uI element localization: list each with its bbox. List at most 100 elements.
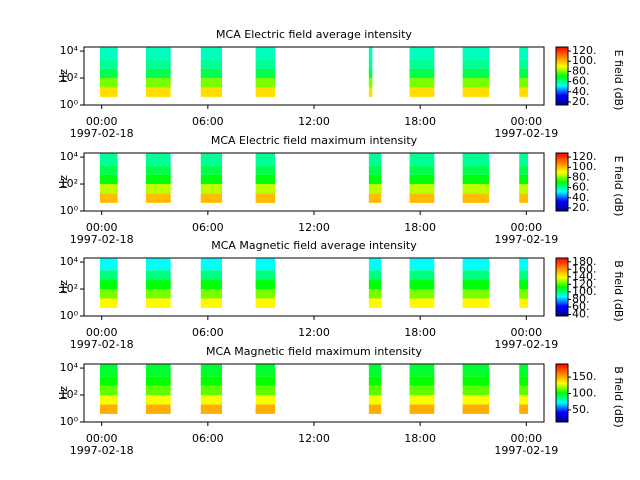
spectrogram-cell <box>99 68 118 79</box>
colorbar-tick-label: 40. <box>572 307 590 320</box>
x-tick-label: 12:00 <box>298 326 330 339</box>
spectrogram-cell <box>462 59 490 69</box>
spectrogram-cell <box>99 193 118 203</box>
spectrogram-cell <box>200 385 222 396</box>
spectrogram-cell <box>409 165 435 175</box>
spectrogram-cell <box>99 270 118 280</box>
spectrogram-cell <box>255 385 276 396</box>
spectrogram-cell <box>255 376 276 386</box>
spectrogram-cell <box>519 184 529 194</box>
spectrogram-cell <box>409 404 435 414</box>
colorbar-tick-label: 120. <box>572 44 597 57</box>
spectrogram-cell <box>462 68 490 79</box>
spectrogram-cell <box>200 59 222 69</box>
panel-title: MCA Magnetic field average intensity <box>211 239 417 252</box>
colorbar <box>555 46 569 106</box>
x-date-label: 1997-02-19 <box>494 444 558 457</box>
spectrogram-cell <box>145 59 171 69</box>
spectrogram-cell <box>368 87 373 97</box>
spectrogram-cell <box>409 364 435 377</box>
spectrogram-cell <box>255 364 276 377</box>
colorbar-tick-label: 80. <box>572 292 590 305</box>
spectrogram-cell <box>99 78 118 88</box>
spectrogram-cell <box>519 174 529 185</box>
spectrogram-cell <box>255 153 276 166</box>
spectrogram-cell <box>409 279 435 290</box>
spectrogram-cell <box>255 395 276 405</box>
spectrogram-cell <box>200 174 222 185</box>
spectrogram-cell <box>519 153 529 166</box>
spectrogram-cell <box>200 364 222 377</box>
spectrogram-cell <box>368 258 382 271</box>
spectrogram-cell <box>409 184 435 194</box>
spectrogram-cell <box>462 47 490 60</box>
y-axis-label: Hz <box>57 175 70 189</box>
y-axis-label: Hz <box>57 280 70 294</box>
colorbar-tick-label: 60. <box>572 75 590 88</box>
spectrogram-cell <box>368 298 382 308</box>
colorbar-tick-label: 100. <box>572 160 597 173</box>
spectrogram-cell <box>368 193 382 203</box>
spectrogram-cell <box>462 87 490 97</box>
spectrogram-cell <box>462 279 490 290</box>
spectrogram-cell <box>200 87 222 97</box>
colorbar-tick-label: 80. <box>572 170 590 183</box>
spectrogram-cell <box>519 165 529 175</box>
spectrogram-cell <box>200 47 222 60</box>
spectrogram-cell <box>462 165 490 175</box>
y-tick-label: 10⁰ <box>60 415 79 428</box>
spectrogram-cell <box>145 258 171 271</box>
spectrogram-cell <box>200 153 222 166</box>
spectrogram-cell <box>99 376 118 386</box>
y-tick-label: 10⁴ <box>60 361 79 374</box>
spectrogram-cell <box>200 78 222 88</box>
spectrogram-cell <box>409 87 435 97</box>
spectrogram-cell <box>145 193 171 203</box>
spectrogram-cell <box>99 395 118 405</box>
panel-title: MCA Electric field average intensity <box>216 28 412 41</box>
y-tick-label: 10² <box>60 388 78 401</box>
colorbar-label: E field (dB) <box>612 156 625 217</box>
spectrogram-cell <box>462 364 490 377</box>
x-tick-label: 00:00 <box>86 432 118 445</box>
spectrogram-cell <box>409 59 435 69</box>
colorbar-label: B field (dB) <box>612 260 625 321</box>
spectrogram-cell <box>99 298 118 308</box>
spectrogram-cell <box>519 404 529 414</box>
colorbar-tick-label: 40. <box>572 191 590 204</box>
spectrogram-cell <box>255 279 276 290</box>
spectrogram-cell <box>145 279 171 290</box>
x-tick-label: 06:00 <box>192 221 224 234</box>
spectrogram-cell <box>368 78 373 88</box>
x-tick-label: 00:00 <box>510 221 542 234</box>
spectrogram-cell <box>519 298 529 308</box>
spectrogram-cell <box>409 376 435 386</box>
spectrogram-cell <box>409 270 435 280</box>
panel-title: MCA Magnetic field maximum intensity <box>206 345 422 358</box>
colorbar-tick-label: 120. <box>572 150 597 163</box>
spectrogram-cell <box>462 395 490 405</box>
spectrogram-cell <box>409 153 435 166</box>
spectrogram-cell <box>99 385 118 396</box>
colorbar-tick-label: 60. <box>572 181 590 194</box>
spectrogram-cell <box>368 279 382 290</box>
spectrogram-cell <box>99 279 118 290</box>
x-tick-label: 18:00 <box>404 115 436 128</box>
x-tick-label: 00:00 <box>510 326 542 339</box>
spectrogram-cell <box>145 364 171 377</box>
spectrogram-cell <box>99 184 118 194</box>
colorbar-tick-label: 100. <box>572 386 597 399</box>
spectrogram-cell <box>462 174 490 185</box>
colorbar <box>555 363 569 423</box>
x-date-label: 1997-02-19 <box>494 338 558 351</box>
spectrogram-cell <box>255 270 276 280</box>
spectrogram-cell <box>145 153 171 166</box>
x-tick-label: 06:00 <box>192 115 224 128</box>
x-tick-label: 12:00 <box>298 115 330 128</box>
spectrogram-cell <box>519 59 529 69</box>
x-date-label: 1997-02-18 <box>70 444 134 457</box>
spectrogram-cell <box>99 47 118 60</box>
spectrogram-cell <box>145 87 171 97</box>
spectrogram-cell <box>145 47 171 60</box>
spectrogram-cell <box>368 404 382 414</box>
